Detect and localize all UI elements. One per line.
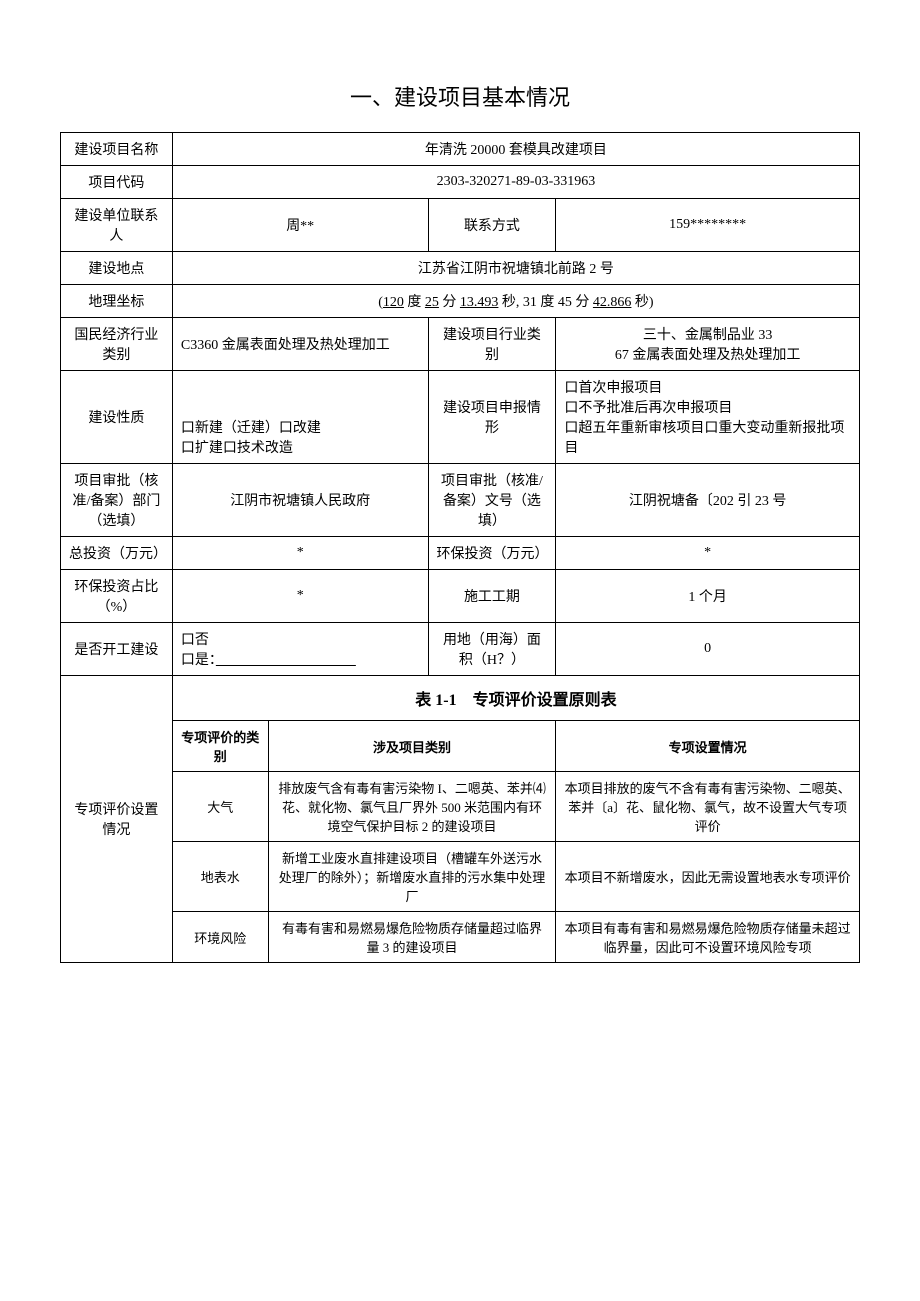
- page-title: 一、建设项目基本情况: [60, 80, 860, 112]
- value-location: 江苏省江阴市祝塘镇北前路 2 号: [172, 252, 859, 285]
- label-contact: 建设单位联系人: [61, 199, 173, 252]
- value-code: 2303-320271-89-03-331963: [172, 166, 859, 199]
- report-l3: 口超五年重新审核项目口重大变动重新报批项目: [564, 421, 844, 456]
- report-l2: 口不予批准后再次申报项目: [564, 401, 732, 416]
- label-phone: 联系方式: [428, 199, 556, 252]
- nature-l1: 口新建（迁建）口改建: [181, 421, 321, 436]
- label-investment: 总投资（万元）: [61, 537, 173, 570]
- value-env-investment: *: [556, 537, 860, 570]
- label-industry: 国民经济行业类别: [61, 318, 173, 371]
- value-contact: 周**: [172, 199, 428, 252]
- inner-row1-c1: 地表水: [172, 842, 268, 912]
- label-area: 用地（用海）面积（H？）: [428, 623, 556, 676]
- started-blank: [216, 653, 356, 668]
- coord-d4: 31: [523, 295, 537, 310]
- label-nature: 建设性质: [61, 371, 173, 464]
- value-project-name: 年清洗 20000 套模具改建项目: [172, 133, 859, 166]
- label-started: 是否开工建设: [61, 623, 173, 676]
- label-env-investment: 环保投资（万元）: [428, 537, 556, 570]
- label-location: 建设地点: [61, 252, 173, 285]
- report-l1: 口首次申报项目: [564, 381, 662, 396]
- industry2-l2: 67 金属表面处理及热处理加工: [615, 348, 801, 363]
- coord-d3: 13.493: [460, 295, 499, 310]
- value-coord: (120 度 25 分 13.493 秒, 31 度 45 分 42.866 秒…: [172, 285, 859, 318]
- nature-l2: 口扩建口技术改造: [181, 441, 293, 456]
- inner-hdr-col1: 专项评价的类别: [172, 721, 268, 772]
- inner-table-title: 表 1-1 专项评价设置原则表: [172, 676, 859, 721]
- label-code: 项目代码: [61, 166, 173, 199]
- inner-row1-c3: 本项目不新增废水，因此无需设置地表水专项评价: [556, 842, 860, 912]
- inner-row1-c2: 新增工业废水直排建设项目（槽罐车外送污水处理厂的除外）；新增废水直排的污水集中处…: [268, 842, 556, 912]
- value-approval: 江阴市祝塘镇人民政府: [172, 464, 428, 537]
- inner-hdr-col2: 涉及项目类别: [268, 721, 556, 772]
- label-duration: 施工工期: [428, 570, 556, 623]
- inner-row2-c1: 环境风险: [172, 912, 268, 963]
- value-env-ratio: *: [172, 570, 428, 623]
- coord-d2: 25: [425, 295, 439, 310]
- value-industry2: 三十、金属制品业 33 67 金属表面处理及热处理加工: [556, 318, 860, 371]
- coord-d5: 45: [558, 295, 572, 310]
- industry2-l1: 三十、金属制品业 33: [643, 328, 773, 343]
- value-started: 口否 口是：: [172, 623, 428, 676]
- value-area: 0: [556, 623, 860, 676]
- value-report-type: 口首次申报项目 口不予批准后再次申报项目 口超五年重新审核项目口重大变动重新报批…: [556, 371, 860, 464]
- value-industry: C3360 金属表面处理及热处理加工: [172, 318, 428, 371]
- label-project-name: 建设项目名称: [61, 133, 173, 166]
- label-report-type: 建设项目申报情形: [428, 371, 556, 464]
- inner-row0-c2: 排放废气含有毒有害污染物 I、二嗯英、苯并⑷花、就化物、氯气且厂界外 500 米…: [268, 772, 556, 842]
- label-coord: 地理坐标: [61, 285, 173, 318]
- value-investment: *: [172, 537, 428, 570]
- label-approval-no: 项目审批（核准/备案）文号（选填）: [428, 464, 556, 537]
- main-table: 建设项目名称 年清洗 20000 套模具改建项目 项目代码 2303-32027…: [60, 132, 860, 963]
- value-phone: 159********: [556, 199, 860, 252]
- started-l1: 口否: [181, 633, 209, 648]
- label-env-ratio: 环保投资占比（%）: [61, 570, 173, 623]
- value-duration: 1 个月: [556, 570, 860, 623]
- inner-row0-c1: 大气: [172, 772, 268, 842]
- label-industry2: 建设项目行业类别: [428, 318, 556, 371]
- inner-row2-c2: 有毒有害和易燃易爆危险物质存储量超过临界量 3 的建设项目: [268, 912, 556, 963]
- coord-d1: 120: [383, 295, 404, 310]
- value-nature: 口新建（迁建）口改建 口扩建口技术改造: [172, 371, 428, 464]
- inner-row2-c3: 本项目有毒有害和易燃易爆危险物质存储量未超过临界量，因此可不设置环境风险专项: [556, 912, 860, 963]
- value-approval-no: 江阴祝塘备〔202 引 23 号: [556, 464, 860, 537]
- inner-row0-c3: 本项目排放的废气不含有毒有害污染物、二嗯英、苯并〔a〕花、鼠化物、氯气，故不设置…: [556, 772, 860, 842]
- coord-d6: 42.866: [593, 295, 632, 310]
- label-special-eval: 专项评价设置情况: [61, 676, 173, 963]
- inner-hdr-col3: 专项设置情况: [556, 721, 860, 772]
- started-l2: 口是：: [181, 653, 216, 668]
- label-approval: 项目审批（核准/备案）部门（选填）: [61, 464, 173, 537]
